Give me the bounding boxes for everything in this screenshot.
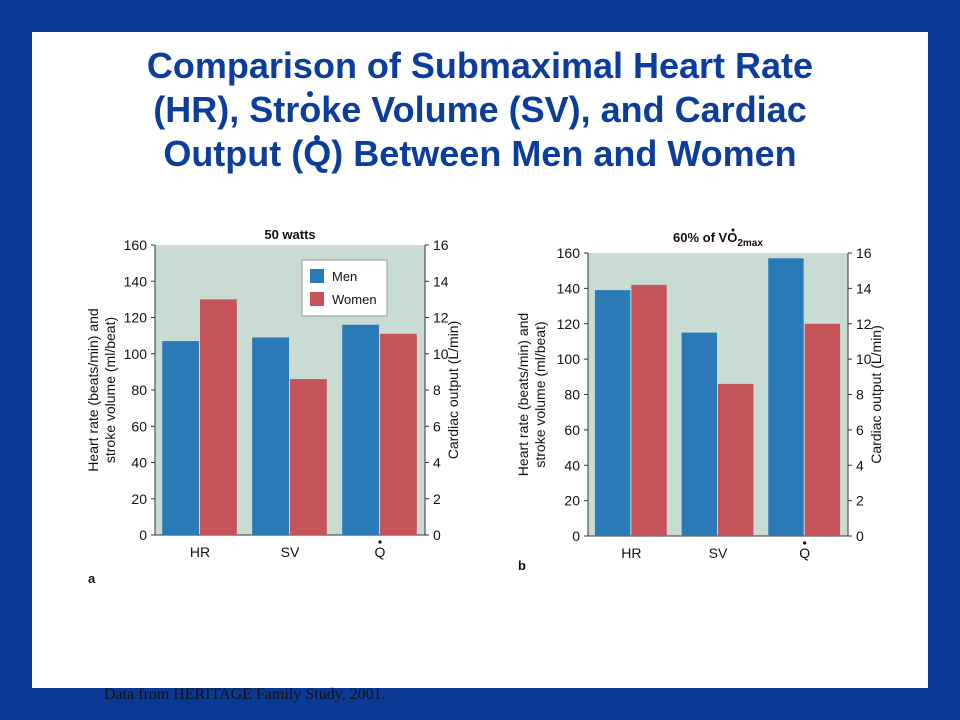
legend-swatch-women bbox=[310, 292, 324, 306]
y-right-tick-label: 10 bbox=[856, 351, 872, 367]
q-dot-icon bbox=[803, 541, 807, 545]
legend-swatch-men bbox=[310, 269, 324, 283]
y-right-tick-label: 12 bbox=[856, 316, 872, 332]
y-left-tick-label: 120 bbox=[124, 310, 148, 326]
x-tick-label: SV bbox=[709, 545, 728, 561]
chart-b: 0 20 40 60 80 100 120 140 160 0 2 4 6 8 10 12 14 16 HR SV Q H… bbox=[515, 228, 884, 573]
panel-label: a bbox=[88, 571, 96, 586]
bar-women-sv bbox=[718, 383, 754, 536]
y-left-tick-label: 40 bbox=[131, 455, 147, 471]
y-left-tick-label: 120 bbox=[557, 316, 581, 332]
y-left-tick-label: 80 bbox=[131, 382, 147, 398]
y-left-tick-label: 100 bbox=[124, 346, 148, 362]
v-dot-icon bbox=[731, 228, 735, 232]
y-right-tick-label: 4 bbox=[856, 457, 864, 473]
bar-women-sv bbox=[290, 379, 327, 535]
y-left-tick-label: 140 bbox=[124, 273, 148, 289]
slide-title: Comparison of Submaximal Heart Rate (HR)… bbox=[32, 44, 928, 176]
bar-women-hr bbox=[631, 284, 667, 536]
legend-label-women: Women bbox=[332, 292, 377, 307]
title-line-2c: ke Volume (SV), and Cardiac bbox=[321, 89, 807, 130]
y-right-tick-label: 10 bbox=[433, 346, 449, 362]
x-tick-label: HR bbox=[190, 544, 210, 560]
y-right-tick-label: 8 bbox=[856, 387, 864, 403]
y-left-tick-label: 60 bbox=[131, 418, 147, 434]
panel-label: b bbox=[518, 558, 526, 573]
bar-men-sv bbox=[252, 337, 289, 535]
y-right-tick-label: 2 bbox=[433, 491, 441, 507]
chart-title-part: 60% of bbox=[673, 230, 719, 245]
bar-men-q bbox=[342, 324, 379, 535]
y-left-label: Heart rate (beats/min) andstroke volume … bbox=[85, 308, 118, 471]
y-right-tick-label: 6 bbox=[433, 418, 441, 434]
title-line-2a: (HR), Str bbox=[153, 89, 300, 130]
y-right-tick-label: 14 bbox=[433, 273, 449, 289]
y-right-label: Cardiac output (L/min) bbox=[868, 325, 884, 464]
y-left-label-line: Heart rate (beats/min) and bbox=[85, 308, 101, 471]
y-left-label-line: stroke volume (ml/beat) bbox=[532, 321, 548, 467]
y-left-tick-label: 100 bbox=[557, 351, 581, 367]
chart-title: 60% of VO2max bbox=[673, 230, 763, 249]
y-left-tick-label: 140 bbox=[557, 280, 581, 296]
title-line-3a: Output ( bbox=[163, 133, 304, 174]
y-left-tick-label: 40 bbox=[564, 457, 580, 473]
chart-a: 0 20 40 60 80 100 120 140 160 0 2 4 6 8 10 12 14 16 HR SV Q H… bbox=[85, 227, 461, 586]
bar-women-hr bbox=[200, 299, 237, 535]
y-left-label-line: Heart rate (beats/min) and bbox=[515, 313, 531, 476]
title-line-3b: ) Between Men and Women bbox=[331, 133, 797, 174]
y-right-tick-label: 6 bbox=[856, 422, 864, 438]
chart-title-part: O bbox=[727, 230, 737, 245]
chart-title-part: V bbox=[719, 230, 728, 245]
title-line-2: (HR), Stroke Volume (SV), and Cardiac bbox=[32, 88, 928, 132]
y-left-label-line: stroke volume (ml/beat) bbox=[102, 317, 118, 463]
y-right-tick-label: 8 bbox=[433, 382, 441, 398]
x-tick-label: Q bbox=[375, 544, 386, 560]
y-right-tick-label: 16 bbox=[433, 237, 449, 253]
title-dotted-o: o bbox=[299, 89, 322, 130]
bar-men-hr bbox=[162, 341, 199, 535]
y-right-tick-label: 2 bbox=[856, 493, 864, 509]
y-left-tick-label: 160 bbox=[124, 237, 148, 253]
bar-women-q bbox=[804, 323, 841, 536]
y-left-tick-label: 60 bbox=[564, 422, 580, 438]
bar-men-sv bbox=[681, 332, 717, 536]
chart-title-part: 2max bbox=[737, 238, 763, 249]
y-right-label: Cardiac output (L/min) bbox=[445, 321, 461, 460]
y-left-tick-label: 0 bbox=[139, 527, 147, 543]
y-right-tick-label: 12 bbox=[433, 310, 449, 326]
y-right-tick-label: 0 bbox=[856, 528, 864, 544]
y-right-tick-label: 16 bbox=[856, 245, 872, 261]
y-left-tick-label: 80 bbox=[564, 387, 580, 403]
title-line-1: Comparison of Submaximal Heart Rate bbox=[146, 45, 814, 86]
q-dot-icon bbox=[378, 540, 382, 544]
bar-men-q bbox=[768, 258, 804, 536]
y-left-label: Heart rate (beats/min) andstroke volume … bbox=[515, 313, 548, 476]
title-q-dot: Q bbox=[303, 133, 332, 174]
y-left-tick-label: 160 bbox=[557, 245, 581, 261]
legend-label-men: Men bbox=[332, 269, 357, 284]
y-left-tick-label: 0 bbox=[572, 528, 580, 544]
y-left-tick-label: 20 bbox=[564, 493, 580, 509]
y-left-tick-label: 20 bbox=[131, 491, 147, 507]
y-right-tick-label: 0 bbox=[433, 527, 441, 543]
source-note: Data from HERITAGE Family Study, 2001. bbox=[104, 686, 386, 703]
title-line-3: Output (Q) Between Men and Women bbox=[32, 132, 928, 176]
x-tick-label: SV bbox=[281, 544, 300, 560]
bar-men-hr bbox=[594, 290, 631, 536]
x-tick-label: HR bbox=[621, 545, 641, 561]
y-right-tick-label: 4 bbox=[433, 455, 441, 471]
x-tick-label: Q bbox=[799, 545, 810, 561]
bar-women-q bbox=[380, 333, 417, 535]
chart-title: 50 watts bbox=[264, 227, 315, 242]
y-right-tick-label: 14 bbox=[856, 280, 872, 296]
